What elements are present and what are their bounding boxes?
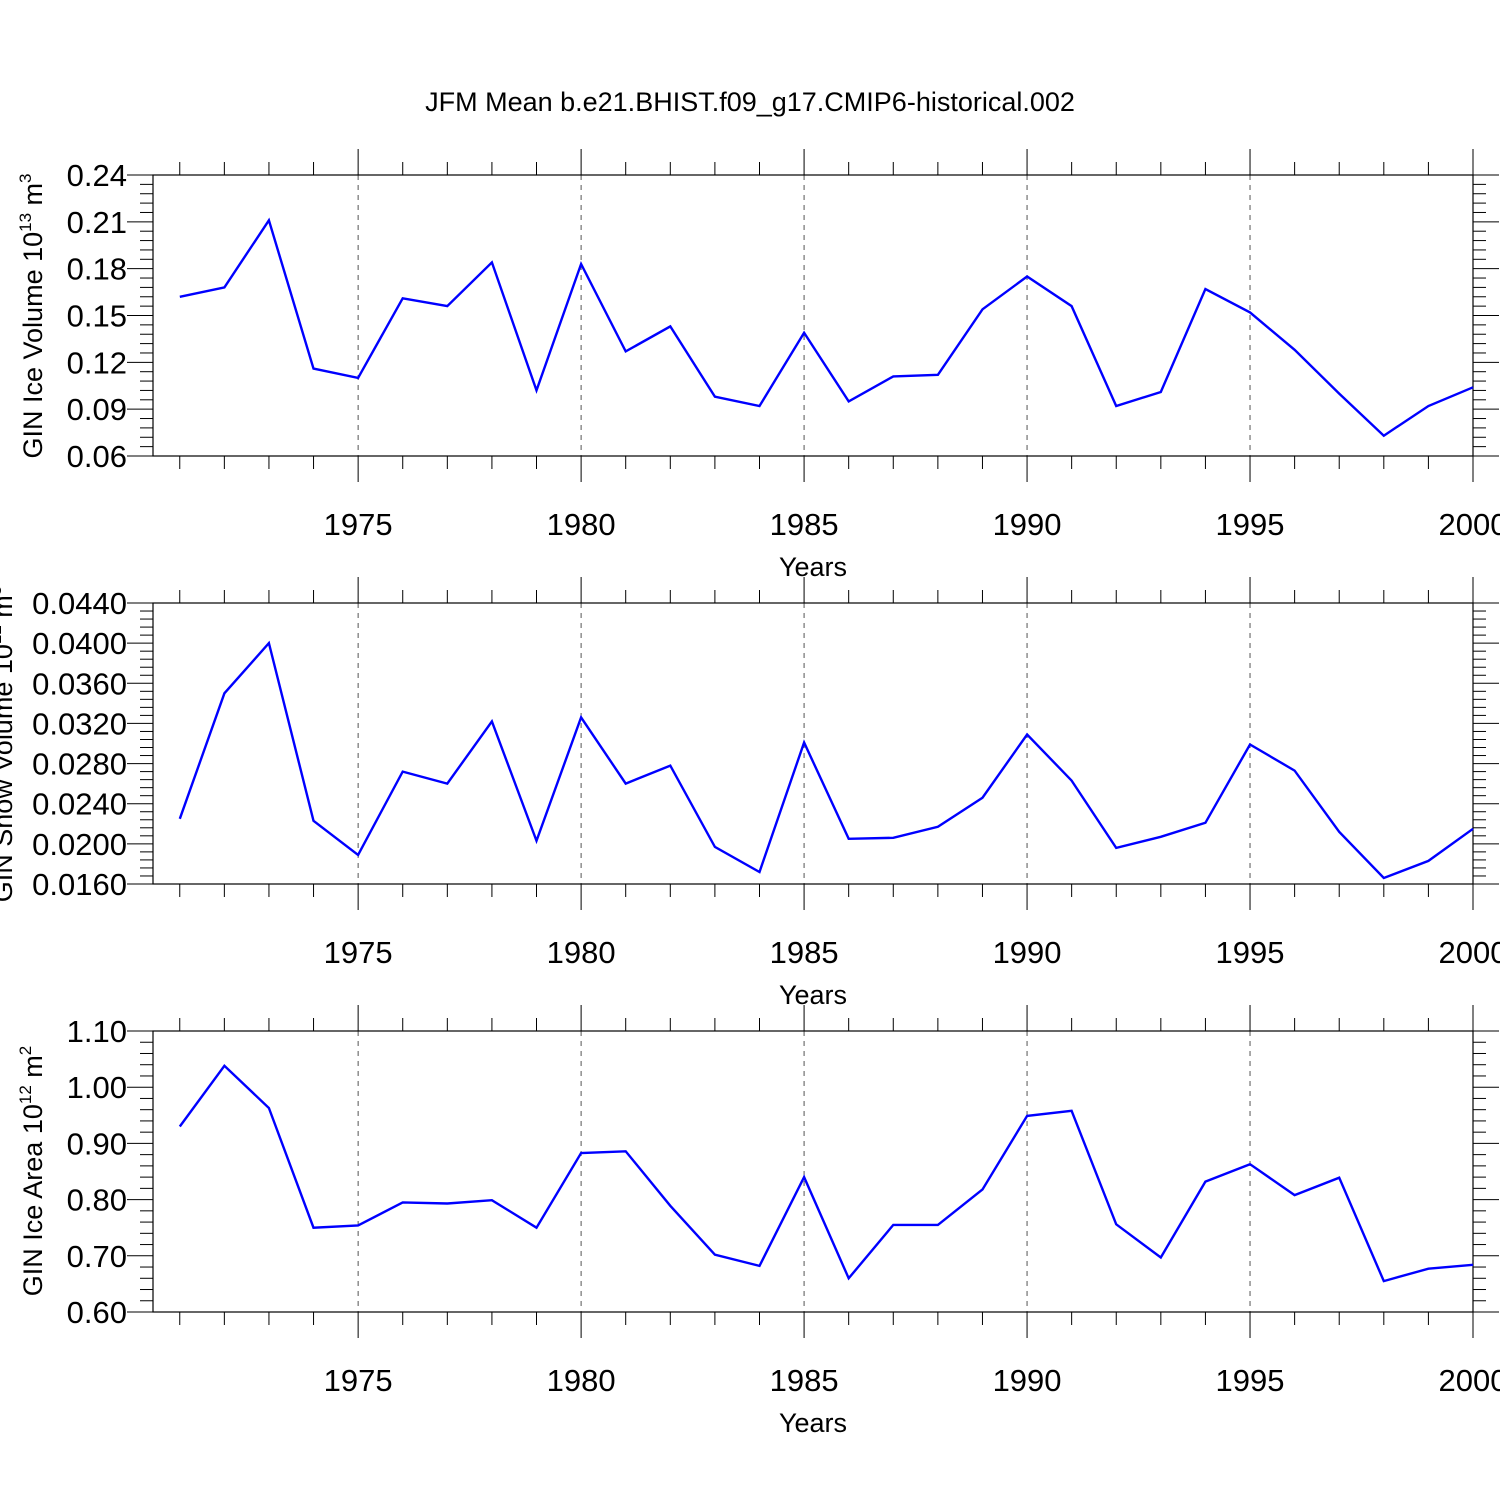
y-tick-label: 0.0320 bbox=[32, 706, 127, 741]
y-tick-label: 0.15 bbox=[67, 299, 127, 334]
x-tick-label: 1975 bbox=[324, 935, 393, 970]
y-axis-label: GIN Ice Volume 1013 m3 bbox=[16, 173, 48, 458]
plot-frame bbox=[152, 174, 1474, 457]
x-axis-label: Years bbox=[779, 980, 847, 1010]
x-tick-label: 1990 bbox=[993, 935, 1062, 970]
y-tick-label: 0.06 bbox=[67, 439, 127, 474]
y-tick-label: 0.18 bbox=[67, 252, 127, 287]
y-tick-label: 0.0360 bbox=[32, 666, 127, 701]
x-tick-label: 1975 bbox=[324, 507, 393, 542]
y-tick-label: 0.0440 bbox=[32, 586, 127, 621]
y-tick-label: 0.70 bbox=[67, 1239, 127, 1274]
x-tick-label: 1980 bbox=[547, 1363, 616, 1398]
y-tick-label: 1.10 bbox=[67, 1014, 127, 1049]
x-tick-label: 2000 bbox=[1439, 935, 1500, 970]
x-tick-label: 1975 bbox=[324, 1363, 393, 1398]
y-tick-label: 0.0280 bbox=[32, 747, 127, 782]
x-tick-label: 1995 bbox=[1216, 935, 1285, 970]
y-tick-label: 0.09 bbox=[67, 392, 127, 427]
y-axis-label: GIN Snow Volume 1012 m3 bbox=[0, 586, 18, 903]
y-tick-label: 0.0400 bbox=[32, 626, 127, 661]
y-tick-label: 0.21 bbox=[67, 205, 127, 240]
x-axis-label: Years bbox=[779, 552, 847, 582]
panel-ice-area: GIN Ice Area 1012 m2 Years 1975 1980 1985 1… bbox=[16, 1005, 1500, 1438]
x-axis-label: Years bbox=[779, 1408, 847, 1438]
panel-ice-volume: GIN Ice Volume 1013 m3 Years 1975 1980 198… bbox=[16, 149, 1500, 582]
y-tick-label: 0.0240 bbox=[32, 787, 127, 822]
y-tick-label: 1.00 bbox=[67, 1070, 127, 1105]
y-tick-label: 0.0160 bbox=[32, 867, 127, 902]
panel-snow-volume: GIN Snow Volume 1012 m3 Years 1975 1980 19… bbox=[0, 577, 1500, 1010]
x-tick-label: 1985 bbox=[770, 935, 839, 970]
x-tick-label: 1985 bbox=[770, 507, 839, 542]
y-axis-label: GIN Ice Area 1012 m2 bbox=[16, 1046, 48, 1297]
x-tick-label: 1990 bbox=[993, 1363, 1062, 1398]
plot-frame bbox=[152, 602, 1474, 885]
y-tick-label: 0.80 bbox=[67, 1183, 127, 1218]
x-tick-label: 1980 bbox=[547, 935, 616, 970]
x-tick-label: 1980 bbox=[547, 507, 616, 542]
x-tick-label: 1990 bbox=[993, 507, 1062, 542]
y-tick-label: 0.0200 bbox=[32, 827, 127, 862]
x-tick-label: 1985 bbox=[770, 1363, 839, 1398]
x-tick-label: 2000 bbox=[1439, 1363, 1500, 1398]
y-tick-label: 0.60 bbox=[67, 1295, 127, 1330]
series-line bbox=[178, 640, 1474, 880]
chart-title: JFM Mean b.e21.BHIST.f09_g17.CMIP6-histo… bbox=[425, 87, 1075, 117]
x-tick-label: 1995 bbox=[1216, 507, 1285, 542]
x-tick-label: 1995 bbox=[1216, 1363, 1285, 1398]
plot-frame bbox=[152, 1030, 1474, 1313]
series-line bbox=[179, 217, 1474, 438]
y-tick-label: 0.12 bbox=[67, 345, 127, 380]
y-tick-label: 0.24 bbox=[67, 158, 127, 193]
series-line bbox=[178, 1063, 1474, 1283]
x-tick-label: 2000 bbox=[1439, 507, 1500, 542]
y-tick-label: 0.90 bbox=[67, 1126, 127, 1161]
